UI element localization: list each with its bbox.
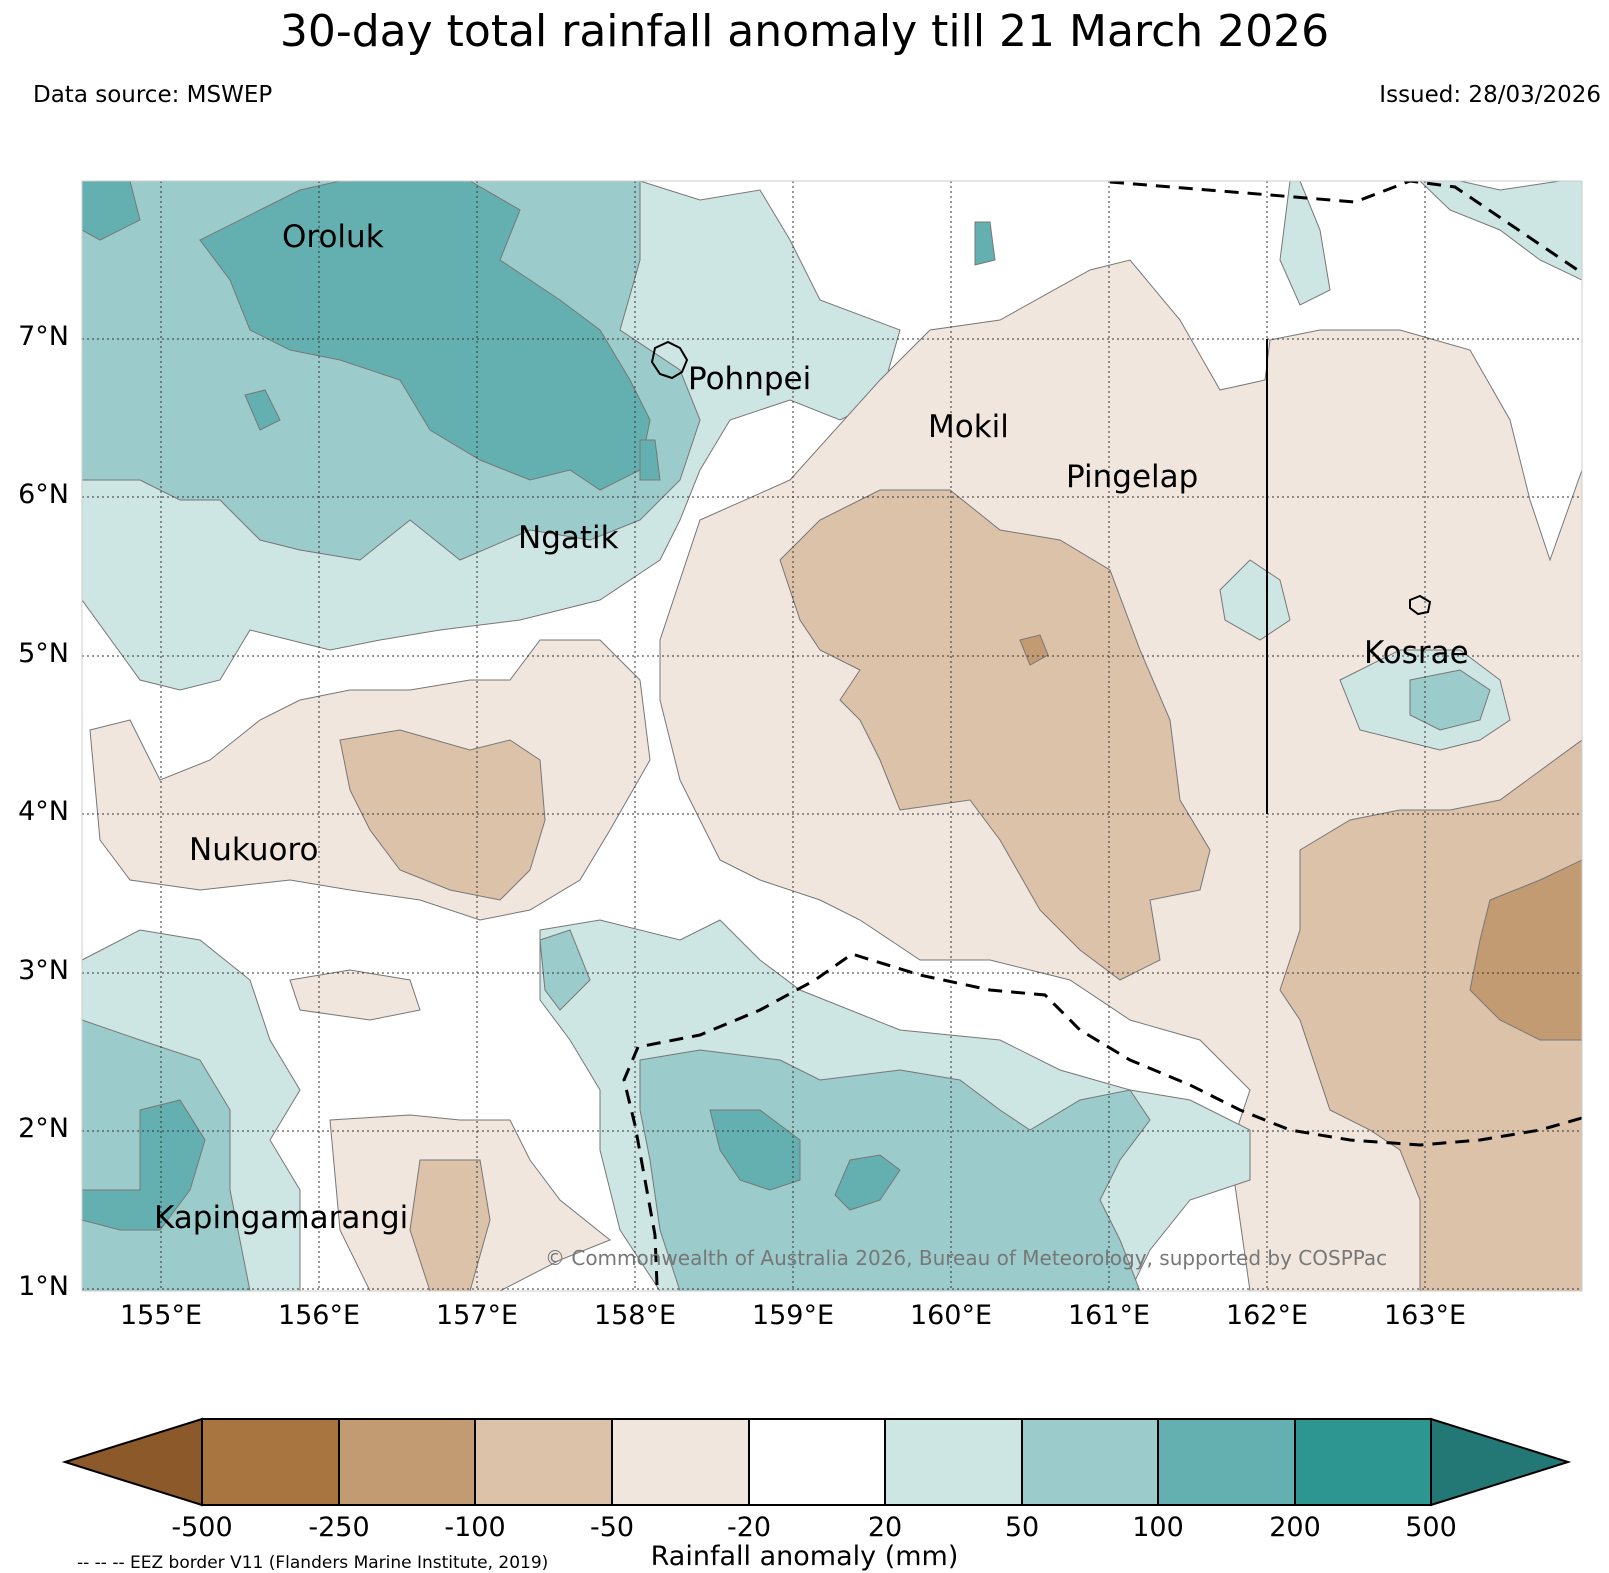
- lat-tick-label: 4°N: [18, 796, 69, 827]
- colorbar-tick-label: 50: [1004, 1512, 1040, 1543]
- wet-region-kosrae-50: [1409, 669, 1491, 731]
- map-title: 30-day total rainfall anomaly till 21 Ma…: [279, 6, 1330, 57]
- lat-tick-label: 2°N: [18, 1113, 69, 1144]
- dry-region-south-20: [289, 969, 611, 1291]
- data-source-label: Data source: MSWEP: [33, 82, 273, 108]
- colorbar-segment: [474, 1418, 613, 1506]
- colorbar-tick-label: -250: [308, 1512, 370, 1543]
- rainfall-colorbar: [61, 1417, 1572, 1507]
- colorbar-segment: [884, 1418, 1023, 1506]
- lon-tick-label: 159°E: [751, 1300, 835, 1331]
- eez-border-line: [622, 952, 1582, 1286]
- place-label-mokil: Mokil: [928, 409, 1009, 445]
- lat-tick-label: 6°N: [18, 479, 69, 510]
- dry-region-south-50: [409, 1159, 491, 1291]
- colorbar-segment: [611, 1418, 750, 1506]
- eez-border-line: [1109, 181, 1582, 275]
- dry-region-midwest-50: [339, 729, 546, 901]
- lon-tick-label: 156°E: [277, 1300, 361, 1331]
- wet-region-south-50: [82, 929, 1151, 1291]
- wet-region-south-100: [82, 1099, 901, 1231]
- lat-tick-label: 3°N: [18, 955, 69, 986]
- colorbar-tick-label: -50: [589, 1512, 635, 1543]
- place-label-pohnpei: Pohnpei: [688, 361, 812, 397]
- anomaly-contours: [82, 181, 1582, 1291]
- colorbar-segment: [338, 1418, 476, 1506]
- wet-region-nw-200: [82, 181, 651, 491]
- place-label-pingelap: Pingelap: [1066, 459, 1199, 495]
- pohnpei-island-outline: [650, 340, 689, 380]
- eez-legend-note: -- -- -- EEZ border V11 (Flanders Marine…: [77, 1553, 549, 1573]
- colorbar-tick-label: 20: [867, 1512, 903, 1543]
- colorbar-segment: [1021, 1418, 1159, 1506]
- colorbar-tick-label: -500: [171, 1512, 233, 1543]
- place-label-nukuoro: Nukuoro: [189, 832, 319, 868]
- place-label-kosrae: Kosrae: [1364, 635, 1469, 671]
- colorbar-tick-label: -100: [444, 1512, 506, 1543]
- lat-tick-label: 5°N: [18, 638, 69, 669]
- lon-tick-label: 161°E: [1067, 1300, 1151, 1331]
- place-label-kapingamarangi: Kapingamarangi: [154, 1200, 409, 1236]
- colorbar-segment: [201, 1418, 340, 1506]
- colorbar-segment: [1157, 1418, 1296, 1506]
- dry-region-central-100: [1019, 634, 1049, 666]
- wet-region-kosrae-20: [1219, 181, 1582, 751]
- lon-tick-label: 163°E: [1383, 1300, 1467, 1331]
- place-label-oroluk: Oroluk: [282, 219, 384, 255]
- issued-date: Issued: 28/03/2026: [1379, 82, 1601, 108]
- map-border: [81, 180, 1583, 1292]
- colorbar-tick-label: -20: [726, 1512, 772, 1543]
- lon-tick-label: 158°E: [593, 1300, 677, 1331]
- colorbar-tick-label: 200: [1269, 1512, 1321, 1543]
- colorbar-tick-label: 500: [1405, 1512, 1457, 1543]
- lon-tick-label: 162°E: [1225, 1300, 1309, 1331]
- lat-tick-label: 7°N: [18, 321, 69, 352]
- lat-tick-label: 1°N: [18, 1271, 69, 1302]
- lon-tick-label: 157°E: [435, 1300, 519, 1331]
- dry-region-central-50: [779, 489, 1211, 981]
- lon-tick-label: 160°E: [909, 1300, 993, 1331]
- lon-tick-label: 155°E: [119, 1300, 203, 1331]
- colorbar-segment: [748, 1418, 886, 1506]
- dry-region-east-100: [1469, 859, 1582, 1041]
- place-label-ngatik: Ngatik: [518, 520, 619, 556]
- colorbar-extend-low: [61, 1417, 203, 1507]
- colorbar-tick-label: 100: [1132, 1512, 1184, 1543]
- eez-borders: [622, 181, 1582, 1286]
- wet-region-tiny: [244, 221, 996, 481]
- colorbar-segment: [1294, 1418, 1432, 1506]
- kosrae-island-outline: [1409, 594, 1432, 616]
- colorbar-extend-high: [1430, 1417, 1572, 1507]
- dry-region-east-50: [1279, 739, 1582, 1291]
- copyright-notice: © Commonwealth of Australia 2026, Bureau…: [545, 1246, 1388, 1270]
